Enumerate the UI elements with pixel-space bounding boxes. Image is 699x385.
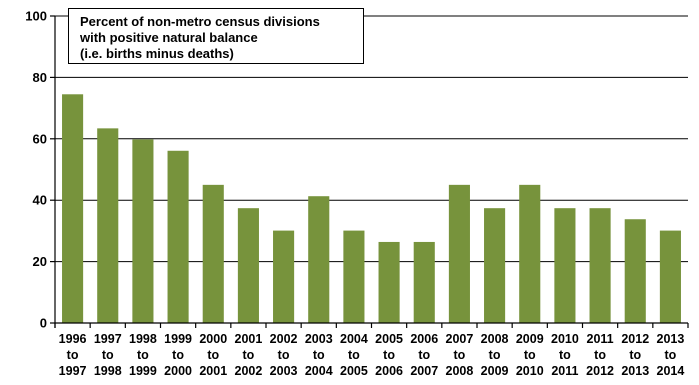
bar — [589, 208, 611, 323]
bar — [97, 128, 119, 323]
x-tick-label: to — [594, 348, 606, 362]
x-tick-label: to — [489, 348, 501, 362]
bar — [237, 208, 259, 323]
x-tick-label: 2003 — [270, 364, 298, 378]
y-tick-label: 40 — [33, 193, 47, 208]
x-tick-label: 2014 — [657, 364, 685, 378]
bar — [308, 196, 330, 323]
x-tick-label: 2004 — [305, 364, 333, 378]
x-tick-label: 2008 — [446, 364, 474, 378]
x-tick-labels: 1996 to 1997 1997 to 1998 1998 to 1999 1999 to 2000… — [59, 332, 685, 378]
x-tick-label: to — [313, 348, 325, 362]
x-tick-label: to — [629, 348, 641, 362]
x-tick-label: 1998 — [94, 364, 122, 378]
x-tick-label: 2007 — [446, 332, 474, 346]
x-tick-label: 2000 — [199, 332, 227, 346]
y-tick-label: 0 — [40, 316, 47, 331]
x-tick-label: 2009 — [516, 332, 544, 346]
x-tick-label: to — [243, 348, 255, 362]
x-tick-label: 2013 — [621, 364, 649, 378]
x-tick-label: to — [102, 348, 114, 362]
x-tick-label: 2006 — [410, 332, 438, 346]
x-tick-label: 2012 — [586, 364, 614, 378]
bar — [659, 230, 681, 323]
x-tick-label: to — [278, 348, 290, 362]
x-tick-label: 1996 — [59, 332, 87, 346]
x-tick-label: 1997 — [94, 332, 122, 346]
x-tick-label: 2003 — [305, 332, 333, 346]
y-tick-label: 100 — [25, 9, 47, 24]
title-line-3: (i.e. births minus deaths) — [80, 46, 234, 61]
x-tick-label: 2010 — [551, 332, 579, 346]
x-tick-label: 2013 — [657, 332, 685, 346]
x-tick-label: 1997 — [59, 364, 87, 378]
bar — [343, 230, 365, 323]
bar — [202, 184, 224, 323]
x-tick-label: to — [559, 348, 571, 362]
x-tick-label: to — [665, 348, 677, 362]
x-tick-label: to — [348, 348, 360, 362]
x-tick-label: 2001 — [235, 332, 263, 346]
x-tick-label: 2006 — [375, 364, 403, 378]
x-tick-label: 1998 — [129, 332, 157, 346]
bar — [413, 241, 435, 323]
x-tick-label: 2011 — [587, 332, 614, 346]
x-tick-label: 2010 — [516, 364, 544, 378]
x-tick-label: 2009 — [481, 364, 509, 378]
x-tick-label: 2002 — [270, 332, 298, 346]
x-tick-label: 2011 — [551, 364, 578, 378]
bar — [554, 208, 576, 323]
x-tick-label: 2007 — [410, 364, 438, 378]
x-tick-label: 2005 — [340, 364, 368, 378]
bar — [519, 184, 541, 323]
x-tick-label: 2005 — [375, 332, 403, 346]
x-tick-label: 2002 — [235, 364, 263, 378]
bars — [62, 94, 681, 323]
x-tick-label: to — [524, 348, 536, 362]
bar — [273, 230, 295, 323]
bar — [132, 139, 154, 323]
bar — [624, 219, 646, 323]
x-tick-label: 1999 — [164, 332, 192, 346]
title-line-2: with positive natural balance — [80, 30, 258, 45]
x-tick-label: to — [418, 348, 430, 362]
y-tick-label: 20 — [33, 254, 47, 269]
axes — [50, 15, 689, 328]
x-tick-label: to — [172, 348, 184, 362]
chart-title-box: Percent of non-metro census divisions wi… — [68, 8, 364, 64]
x-tick-label: to — [67, 348, 79, 362]
bar — [167, 150, 189, 323]
bar — [62, 94, 84, 323]
x-tick-label: to — [454, 348, 466, 362]
x-tick-label: to — [137, 348, 149, 362]
bar — [378, 241, 400, 323]
x-tick-label: 2008 — [481, 332, 509, 346]
x-tick-label: 2004 — [340, 332, 368, 346]
bar — [448, 184, 470, 323]
title-line-1: Percent of non-metro census divisions — [80, 14, 320, 29]
x-tick-label: 2000 — [164, 364, 192, 378]
bar — [484, 208, 506, 323]
x-tick-label: 2012 — [621, 332, 649, 346]
x-tick-label: to — [207, 348, 219, 362]
x-tick-label: 2001 — [199, 364, 227, 378]
y-tick-labels: 0 20 40 60 80 100 — [25, 9, 47, 331]
y-tick-label: 80 — [33, 70, 47, 85]
y-tick-label: 60 — [33, 131, 47, 146]
x-tick-label: 1999 — [129, 364, 157, 378]
x-tick-label: to — [383, 348, 395, 362]
